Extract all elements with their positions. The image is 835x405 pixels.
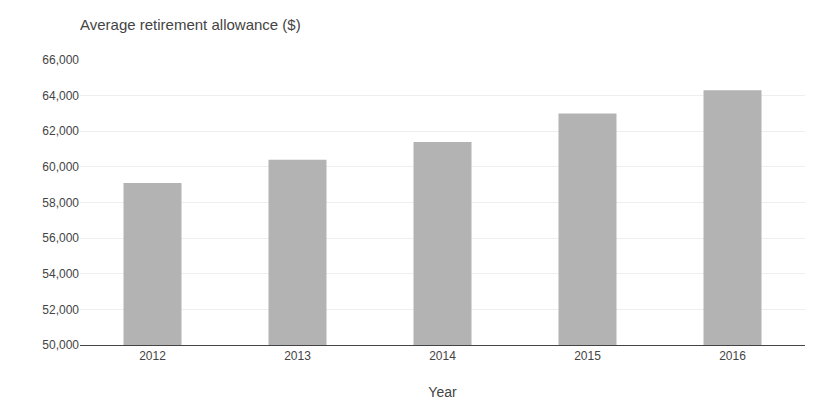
svg-text:2016: 2016	[719, 349, 746, 363]
svg-text:2015: 2015	[574, 349, 601, 363]
svg-text:66,000: 66,000	[42, 53, 79, 67]
svg-text:62,000: 62,000	[42, 124, 79, 138]
svg-text:2013: 2013	[284, 349, 311, 363]
svg-text:64,000: 64,000	[42, 89, 79, 103]
svg-text:Year: Year	[428, 384, 457, 400]
svg-text:2014: 2014	[429, 349, 456, 363]
svg-text:Average retirement allowance (: Average retirement allowance ($)	[80, 16, 301, 33]
svg-text:56,000: 56,000	[42, 231, 79, 245]
svg-text:54,000: 54,000	[42, 267, 79, 281]
svg-text:58,000: 58,000	[42, 196, 79, 210]
svg-text:2012: 2012	[139, 349, 166, 363]
svg-text:60,000: 60,000	[42, 160, 79, 174]
svg-text:50,000: 50,000	[42, 338, 79, 352]
svg-text:52,000: 52,000	[42, 303, 79, 317]
